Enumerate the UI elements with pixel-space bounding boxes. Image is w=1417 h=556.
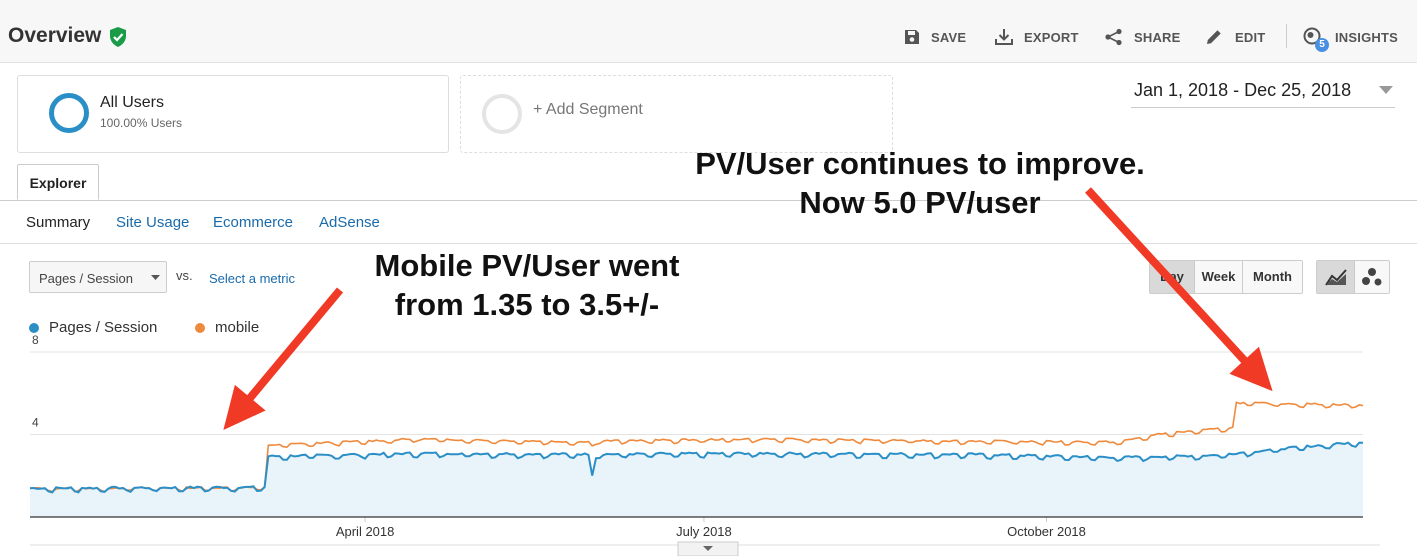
save-button[interactable]: SAVE <box>903 27 966 47</box>
x-tick-label: October 2018 <box>1007 524 1086 539</box>
add-segment-button[interactable]: + Add Segment <box>460 75 893 153</box>
annotation-arrow-left-head <box>223 384 266 430</box>
bubble-chart-icon <box>1362 268 1382 286</box>
period-month-button[interactable]: Month <box>1243 261 1302 293</box>
add-segment-ring-icon <box>482 94 522 134</box>
y-tick-label: 4 <box>32 416 39 430</box>
select-metric-link[interactable]: Select a metric <box>209 271 295 286</box>
period-week-button[interactable]: Week <box>1195 261 1243 293</box>
period-toggle: Day Week Month <box>1149 260 1303 294</box>
insights-badge: 5 <box>1315 38 1329 52</box>
save-label: SAVE <box>931 29 967 45</box>
annotation-arrow-right-head <box>1229 346 1273 392</box>
subnav-divider <box>0 243 1417 244</box>
export-button[interactable]: EXPORT <box>994 27 1079 47</box>
insights-button[interactable]: INSIGHTS <box>1303 27 1398 47</box>
series-pages-session-area <box>30 442 1363 517</box>
annotation-left: Mobile PV/User went from 1.35 to 3.5+/- <box>344 246 710 324</box>
segment-title: All Users <box>100 94 165 111</box>
insights-icon <box>1303 27 1321 45</box>
verified-shield-icon <box>110 27 126 47</box>
segment-ring-icon <box>49 93 89 133</box>
motion-chart-button[interactable] <box>1355 261 1389 293</box>
subnav-ecommerce[interactable]: Ecommerce <box>213 214 294 231</box>
date-range-label: Jan 1, 2018 - Dec 25, 2018 <box>1134 80 1352 100</box>
export-label: EXPORT <box>1024 29 1079 45</box>
line-chart-icon <box>1324 269 1347 286</box>
tab-explorer[interactable]: Explorer <box>17 164 99 200</box>
x-tick-label: April 2018 <box>336 524 395 539</box>
date-range-picker[interactable]: Jan 1, 2018 - Dec 25, 2018 <box>1131 80 1395 108</box>
collapse-caret-icon <box>703 546 713 551</box>
legend-label-pages-session: Pages / Session <box>49 319 158 336</box>
edit-label: EDIT <box>1235 29 1266 45</box>
edit-button[interactable]: EDIT <box>1205 27 1265 47</box>
legend-item-pages-session[interactable]: Pages / Session <box>29 319 157 336</box>
segment-all-users[interactable]: All Users 100.00% Users <box>17 75 449 153</box>
add-segment-label: + Add Segment <box>533 101 643 118</box>
series-pages-session-line <box>29 441 1364 494</box>
legend-dot-orange <box>195 322 205 333</box>
subnav-adsense[interactable]: AdSense <box>319 214 380 231</box>
annotation-right: PV/User continues to improve. Now 5.0 PV… <box>650 144 1190 222</box>
chart-type-toggle <box>1316 260 1390 294</box>
x-tick-label: July 2018 <box>676 524 732 539</box>
annotation-arrow-right-shaft <box>1085 187 1258 375</box>
subnav-site-usage[interactable]: Site Usage <box>116 214 190 231</box>
page-title: Overview <box>8 24 102 47</box>
annotation-left-line-2: from 1.35 to 3.5+/- <box>394 287 660 322</box>
chevron-down-icon <box>1379 86 1393 94</box>
tab-divider <box>0 200 1417 201</box>
insights-label: INSIGHTS <box>1335 29 1398 45</box>
top-bar <box>0 0 1417 63</box>
share-label: SHARE <box>1134 29 1181 45</box>
subnav-summary[interactable]: Summary <box>26 214 91 231</box>
pencil-icon <box>1207 30 1221 44</box>
share-icon <box>1105 28 1122 46</box>
vs-label: vs. <box>176 268 193 283</box>
line-chart-button[interactable] <box>1317 261 1355 293</box>
metric-select-label: Pages / Session <box>39 271 133 286</box>
download-icon <box>995 29 1013 45</box>
metric-select[interactable]: Pages / Session <box>29 261 167 293</box>
caret-down-icon <box>151 275 160 280</box>
share-button[interactable]: SHARE <box>1104 27 1181 47</box>
annotation-right-line-2: Now 5.0 PV/user <box>799 185 1041 220</box>
annotation-arrow-left-shaft <box>236 287 344 413</box>
legend-item-mobile[interactable]: mobile <box>195 319 259 336</box>
legend-dot-blue <box>29 322 39 333</box>
annotation-left-line-1: Mobile PV/User went <box>374 248 680 283</box>
annotation-right-line-1: PV/User continues to improve. <box>695 146 1145 181</box>
y-tick-label: 8 <box>32 333 39 347</box>
toolbar-divider <box>1286 24 1287 48</box>
legend-label-mobile: mobile <box>215 319 260 336</box>
segment-subtitle: 100.00% Users <box>100 116 183 130</box>
save-icon <box>905 30 919 44</box>
